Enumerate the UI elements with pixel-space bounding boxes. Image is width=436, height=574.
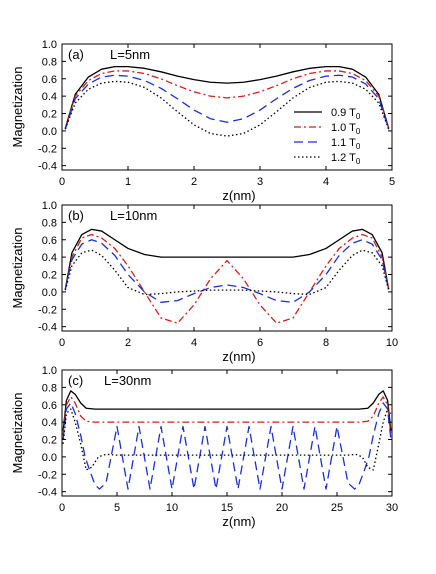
panel-label: (b) bbox=[68, 208, 84, 223]
panel-annotation: L=30nm bbox=[104, 373, 151, 388]
y-tick-label: 0.8 bbox=[42, 382, 57, 394]
x-axis-label: z(nm) bbox=[222, 514, 255, 529]
series-line-3 bbox=[64, 74, 390, 130]
series-line-4 bbox=[64, 249, 390, 296]
y-tick-label: -0.2 bbox=[38, 143, 57, 155]
x-tick-label: 10 bbox=[386, 337, 398, 349]
plot-frame bbox=[61, 43, 393, 171]
y-tick-label: 1.0 bbox=[42, 365, 57, 377]
chart-panel: 0 2 4 6 8 10 -0.4 -0.2 0.0 0.2 0.4 0.6 0.8 1.0 z(nm) Ma… bbox=[10, 200, 398, 364]
series-line-3 bbox=[62, 402, 392, 490]
x-tick-label: 0 bbox=[59, 176, 65, 188]
chart-panel: 0 5 10 15 20 25 30 -0.4 -0.2 0.0 0.2 0.4 0.6 0.8 1.0 z(… bbox=[10, 365, 398, 529]
x-tick-label: 15 bbox=[221, 502, 233, 514]
plot-frame bbox=[61, 204, 393, 332]
y-tick-label: 0.8 bbox=[42, 56, 57, 68]
legend-entry-3: 1.1 T0 bbox=[331, 137, 361, 151]
series-group bbox=[64, 65, 390, 137]
y-tick-label: 0.0 bbox=[42, 287, 57, 299]
x-tick-label: 2 bbox=[191, 176, 197, 188]
series-line-2 bbox=[64, 233, 390, 324]
series-group bbox=[64, 228, 390, 324]
plot-frame bbox=[61, 369, 393, 497]
x-tick-label: 6 bbox=[257, 337, 263, 349]
legend-entry-4: 1.2 T0 bbox=[331, 152, 361, 166]
y-tick-label: -0.2 bbox=[38, 469, 57, 481]
series-line-2 bbox=[62, 396, 392, 436]
panel-label: (a) bbox=[68, 47, 84, 62]
x-tick-label: 30 bbox=[386, 502, 398, 514]
y-tick-label: 0.4 bbox=[42, 91, 57, 103]
y-tick-label: -0.4 bbox=[38, 487, 57, 499]
y-tick-label: 0.4 bbox=[42, 417, 57, 429]
legend-entry-1: 0.9 T0 bbox=[331, 107, 361, 121]
panel-annotation: L=10nm bbox=[110, 208, 157, 223]
series-line-4 bbox=[62, 408, 392, 471]
x-tick-label: 5 bbox=[114, 502, 120, 514]
x-tick-label: 25 bbox=[331, 502, 343, 514]
panel-label: (c) bbox=[68, 373, 83, 388]
x-tick-label: 4 bbox=[323, 176, 329, 188]
x-tick-label: 5 bbox=[389, 176, 395, 188]
series-line-3 bbox=[64, 239, 390, 303]
x-tick-label: 2 bbox=[125, 337, 131, 349]
series-group bbox=[62, 390, 392, 490]
y-tick-label: 0.6 bbox=[42, 235, 57, 247]
y-tick-label: -0.2 bbox=[38, 304, 57, 316]
series-line-2 bbox=[64, 70, 390, 129]
y-tick-label: 0.6 bbox=[42, 400, 57, 412]
y-tick-label: -0.4 bbox=[38, 322, 57, 334]
series-line-1 bbox=[64, 228, 390, 290]
legend-entry-2: 1.0 T0 bbox=[331, 122, 361, 136]
y-tick-label: 0.0 bbox=[42, 452, 57, 464]
y-tick-label: 0.2 bbox=[42, 435, 57, 447]
x-tick-label: 3 bbox=[257, 176, 263, 188]
y-tick-label: 0.2 bbox=[42, 270, 57, 282]
legend: 0.9 T01.0 T01.1 T01.2 T0 bbox=[294, 107, 361, 166]
y-tick-label: -0.4 bbox=[38, 161, 57, 173]
x-tick-label: 8 bbox=[323, 337, 329, 349]
x-tick-label: 4 bbox=[191, 337, 197, 349]
y-tick-label: 0.6 bbox=[42, 74, 57, 86]
x-tick-label: 20 bbox=[276, 502, 288, 514]
x-tick-label: 10 bbox=[166, 502, 178, 514]
y-axis-label: Magnetization bbox=[10, 67, 25, 148]
y-tick-label: 0.2 bbox=[42, 109, 57, 121]
y-tick-label: 0.4 bbox=[42, 252, 57, 264]
x-tick-label: 0 bbox=[59, 337, 65, 349]
y-axis-label: Magnetization bbox=[10, 393, 25, 474]
x-axis-label: z(nm) bbox=[222, 349, 255, 364]
series-line-1 bbox=[62, 390, 392, 431]
x-axis-label: z(nm) bbox=[222, 188, 255, 203]
y-tick-label: 1.0 bbox=[42, 200, 57, 212]
chart-panel: 0 1 2 3 4 5 -0.4 -0.2 0.0 0.2 0.4 0.6 0.8 1.0 z(nm) Mag… bbox=[10, 39, 395, 203]
panel-annotation: L=5nm bbox=[110, 47, 150, 62]
series-line-1 bbox=[64, 65, 390, 129]
y-tick-label: 0.8 bbox=[42, 217, 57, 229]
x-tick-label: 1 bbox=[125, 176, 131, 188]
y-tick-label: 1.0 bbox=[42, 39, 57, 51]
y-tick-label: 0.0 bbox=[42, 126, 57, 138]
y-axis-label: Magnetization bbox=[10, 228, 25, 309]
x-tick-label: 0 bbox=[59, 502, 65, 514]
